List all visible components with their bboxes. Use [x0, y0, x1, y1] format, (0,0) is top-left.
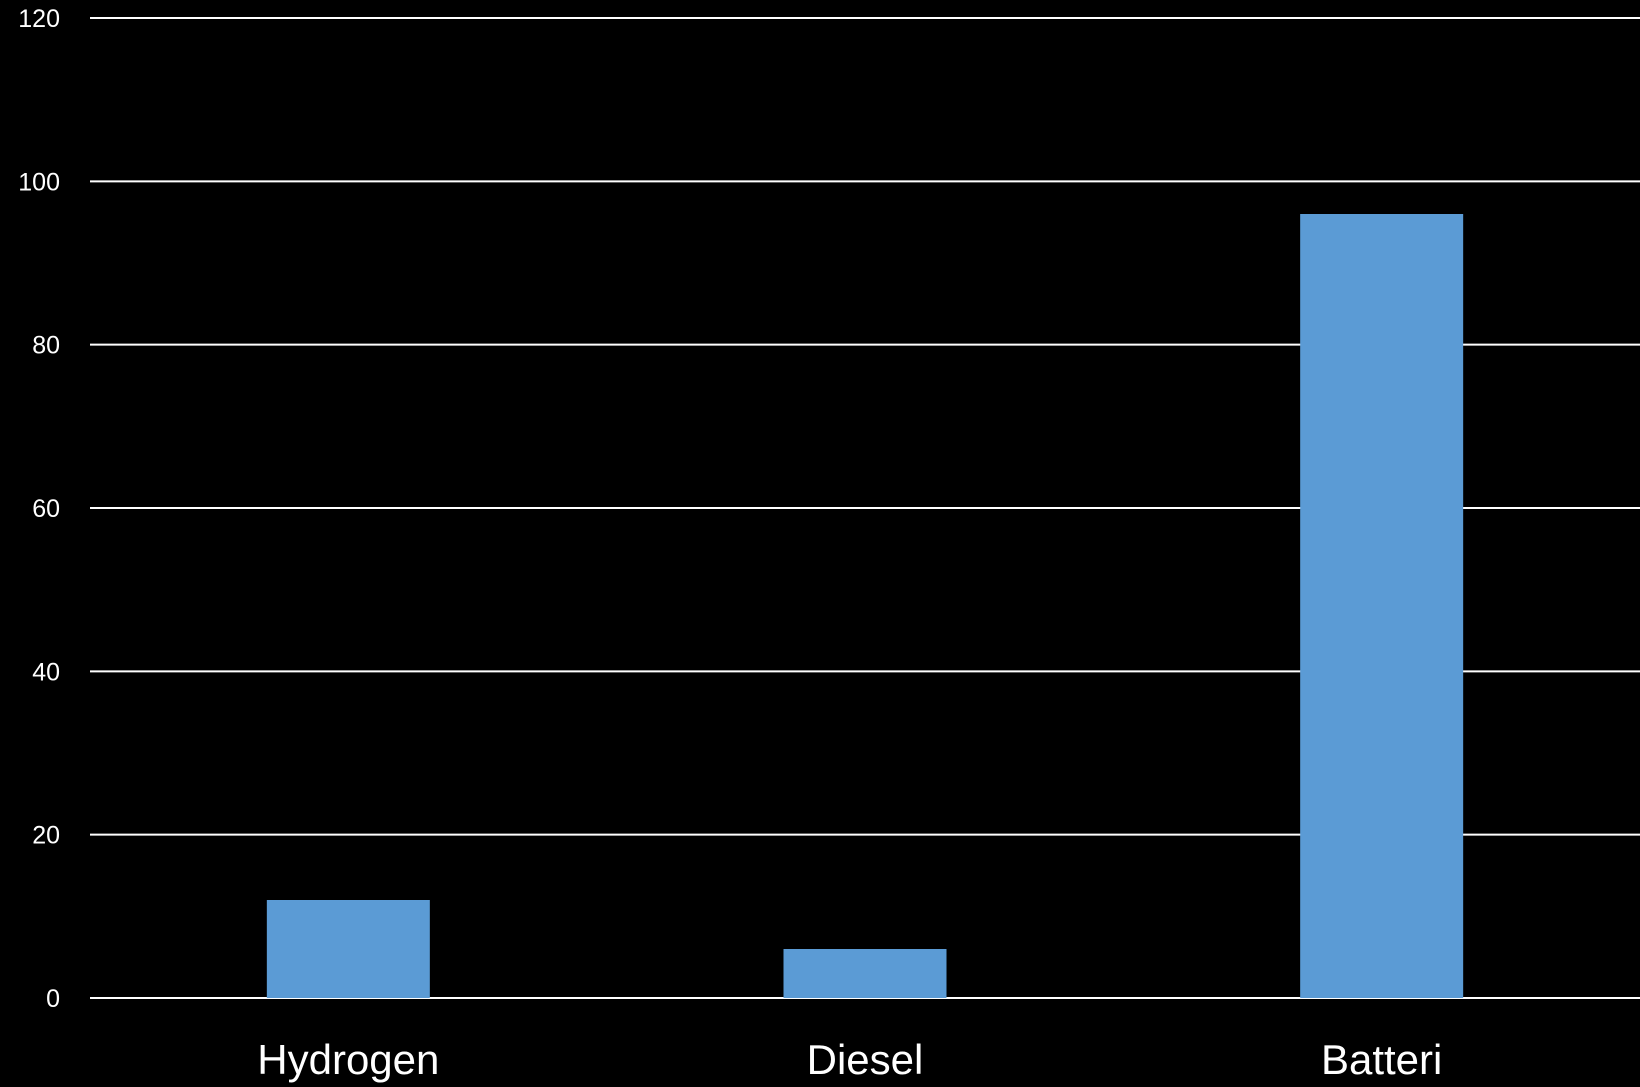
category-label-batteri: Batteri: [1321, 1036, 1442, 1083]
y-axis-tick-labels: 0 20 40 60 80 100 120: [18, 5, 60, 1013]
y-tick-label: 60: [32, 495, 60, 523]
category-label-hydrogen: Hydrogen: [257, 1036, 439, 1083]
y-tick-label: 120: [18, 5, 60, 33]
y-tick-label: 40: [32, 658, 60, 686]
category-label-diesel: Diesel: [807, 1036, 924, 1083]
bar-batteri: [1300, 214, 1464, 998]
bars: [266, 214, 1464, 998]
bar-hydrogen: [266, 900, 430, 998]
y-tick-label: 0: [46, 985, 60, 1013]
y-tick-label: 100: [18, 168, 60, 196]
x-axis-category-labels: Hydrogen Diesel Batteri: [257, 1036, 1442, 1083]
y-tick-label: 20: [32, 822, 60, 850]
bar-diesel: [783, 949, 947, 998]
y-tick-label: 80: [32, 332, 60, 360]
